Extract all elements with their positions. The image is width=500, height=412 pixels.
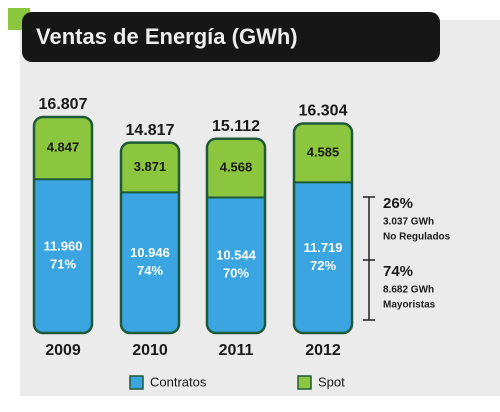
value-label: 4.568 [220,160,253,175]
bar-segment [207,138,265,198]
bar-group [207,138,265,333]
value-label: 11.960 [43,239,82,254]
title-box [22,12,440,62]
bar-segment [294,123,352,183]
share-label: 70% [223,266,249,281]
bar-group [294,123,352,333]
bar-outline [119,141,181,335]
bar-segment [121,192,179,333]
share-label: 72% [310,258,336,273]
total-label: 14.817 [126,122,175,139]
share-label: 74% [137,263,163,278]
bar-outline [292,122,354,335]
chart-title: Ventas de Energía (GWh) [36,24,298,49]
value-label: 10.544 [216,248,257,263]
bar-segment [34,117,92,180]
x-tick-label: 2010 [132,342,168,359]
x-tick-label: 2012 [305,342,341,359]
x-tick-label: 2011 [219,342,254,359]
annotation-amount: 8.682 GWh [383,285,434,296]
x-tick-label: 2009 [45,342,81,359]
share-label: 71% [50,257,76,272]
total-label: 16.304 [299,103,348,120]
legend-label: Spot [318,374,345,389]
bar-group [121,142,179,333]
legend-swatch [297,375,312,390]
value-label: 4.847 [47,140,80,155]
annotation-share: 26% [383,195,413,212]
bar-outline [205,137,267,335]
bar-segment [294,182,352,333]
legend-label: Contratos [150,374,207,389]
annotation-share: 74% [383,263,413,280]
bar-segment [207,197,265,333]
annotation-amount: 3.037 GWh [383,217,434,228]
bar-segment [34,179,92,333]
bar-segment [121,142,179,193]
value-label: 3.871 [134,159,167,174]
annotation-label: No Regulados [383,232,451,243]
total-label: 16.807 [39,96,88,113]
legend-swatch [129,375,144,390]
value-label: 11.719 [303,240,342,255]
bar-group [34,117,92,333]
total-label: 15.112 [212,118,260,135]
bar-outline [32,115,94,335]
value-label: 4.585 [307,144,340,159]
value-label: 10.946 [130,245,170,260]
annotation-label: Mayoristas [383,300,436,311]
